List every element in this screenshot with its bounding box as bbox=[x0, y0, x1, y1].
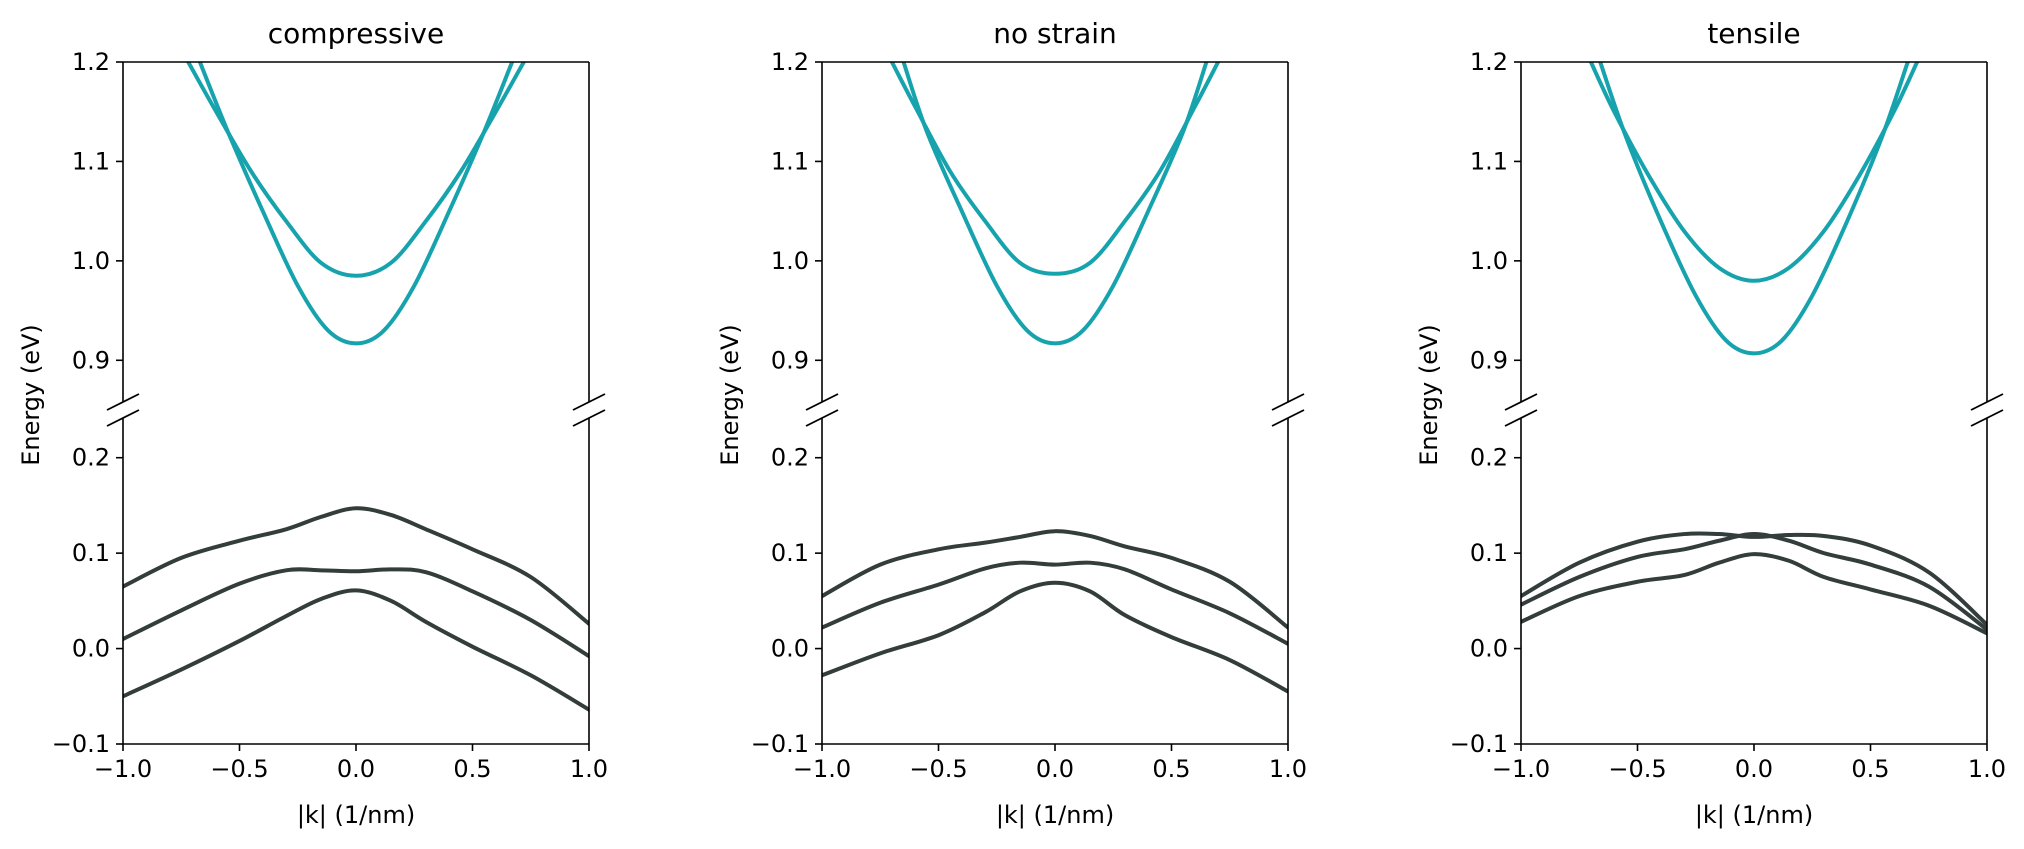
xtick-label: 0.0 bbox=[1735, 755, 1773, 783]
valence-band-line-2 bbox=[123, 588, 589, 712]
valence-band-group bbox=[822, 529, 1288, 694]
valence-band-line-2 bbox=[1521, 552, 1987, 636]
lower-ytick-label: −0.1 bbox=[1450, 730, 1508, 758]
lower-ytick-label: 0.2 bbox=[771, 444, 809, 472]
upper-ytick-label: 1.1 bbox=[1470, 147, 1508, 175]
xtick-label: −0.5 bbox=[210, 755, 268, 783]
lower-ytick-label: 0.0 bbox=[72, 635, 110, 663]
valence-band-line-1 bbox=[123, 567, 589, 659]
xtick-label: −0.5 bbox=[1608, 755, 1666, 783]
axis-break-mark-1-b bbox=[1271, 409, 1305, 427]
conduction-band-group bbox=[889, 62, 1221, 346]
xtick-label: −0.5 bbox=[909, 755, 967, 783]
lower-ytick-label: 0.1 bbox=[771, 539, 809, 567]
conduction-band-group bbox=[186, 62, 526, 346]
y-axis-label: Energy (eV) bbox=[17, 324, 45, 466]
upper-ytick-label: 1.0 bbox=[72, 247, 110, 275]
axis-break-mark-0-a bbox=[805, 393, 839, 411]
xtick-label: 0.0 bbox=[1036, 755, 1074, 783]
xtick-label: 1.0 bbox=[570, 755, 608, 783]
upper-ytick-label: 1.0 bbox=[771, 247, 809, 275]
panel-title: tensile bbox=[1707, 17, 1800, 50]
xtick-label: 0.5 bbox=[1152, 755, 1190, 783]
upper-ytick-label: 0.9 bbox=[72, 346, 110, 374]
xtick-label: −1.0 bbox=[1492, 755, 1550, 783]
xtick-label: −1.0 bbox=[793, 755, 851, 783]
conduction-band-line-0 bbox=[1588, 62, 1920, 283]
valence-band-line-0 bbox=[822, 529, 1288, 630]
x-axis-label: |k| (1/nm) bbox=[297, 801, 415, 829]
axis-break-mark-1-a bbox=[1970, 393, 2004, 411]
valence-band-line-1 bbox=[1521, 532, 1987, 632]
panel-1: 0.9 1.0 1.1 1.2 −0.1 0.0 0.1 0.2 −1.0 −0.5 0.0 0.5 1… bbox=[716, 17, 1307, 829]
upper-ytick-label: 1.2 bbox=[1470, 48, 1508, 76]
xtick-label: 1.0 bbox=[1269, 755, 1307, 783]
lower-ytick-label: 0.0 bbox=[1470, 635, 1508, 663]
x-axis-label: |k| (1/nm) bbox=[1695, 801, 1813, 829]
panels-group: 0.9 1.0 1.1 1.2 −0.1 0.0 0.1 0.2 −1.0 −0.5 0.0 0.5 1… bbox=[17, 17, 2006, 829]
conduction-band-line-1 bbox=[1598, 62, 1910, 356]
upper-ytick-label: 1.2 bbox=[72, 48, 110, 76]
conduction-band-group bbox=[1588, 62, 1920, 356]
lower-ytick-label: 0.1 bbox=[1470, 539, 1508, 567]
axis-break-mark-1-a bbox=[1271, 393, 1305, 411]
upper-ytick-label: 1.0 bbox=[1470, 247, 1508, 275]
valence-band-group bbox=[1521, 531, 1987, 636]
lower-ytick-label: 0.0 bbox=[771, 635, 809, 663]
axis-break-mark-0-a bbox=[106, 393, 140, 411]
xtick-label: −1.0 bbox=[94, 755, 152, 783]
panel-0: 0.9 1.0 1.1 1.2 −0.1 0.0 0.1 0.2 −1.0 −0.5 0.0 0.5 1… bbox=[17, 17, 608, 829]
conduction-band-line-0 bbox=[889, 62, 1221, 276]
lower-ytick-label: −0.1 bbox=[52, 730, 110, 758]
axis-break-mark-1-b bbox=[1970, 409, 2004, 427]
lower-ytick-label: −0.1 bbox=[751, 730, 809, 758]
xtick-label: 0.5 bbox=[1851, 755, 1889, 783]
upper-ytick-label: 0.9 bbox=[771, 346, 809, 374]
panel-2: 0.9 1.0 1.1 1.2 −0.1 0.0 0.1 0.2 −1.0 −0.5 0.0 0.5 1… bbox=[1415, 17, 2006, 829]
upper-ytick-label: 1.1 bbox=[771, 147, 809, 175]
lower-ytick-label: 0.2 bbox=[72, 444, 110, 472]
conduction-band-line-1 bbox=[197, 62, 515, 346]
axis-break-mark-0-b bbox=[1504, 409, 1538, 427]
axis-break-mark-0-a bbox=[1504, 393, 1538, 411]
xtick-label: 0.5 bbox=[453, 755, 491, 783]
valence-band-line-0 bbox=[123, 506, 589, 626]
xtick-label: 1.0 bbox=[1968, 755, 2006, 783]
axis-break-mark-0-b bbox=[805, 409, 839, 427]
conduction-band-line-1 bbox=[901, 62, 1209, 346]
x-axis-label: |k| (1/nm) bbox=[996, 801, 1114, 829]
lower-ytick-label: 0.2 bbox=[1470, 444, 1508, 472]
lower-ytick-label: 0.1 bbox=[72, 539, 110, 567]
valence-band-line-2 bbox=[822, 580, 1288, 694]
conduction-band-line-0 bbox=[186, 62, 526, 278]
valence-band-group bbox=[123, 506, 589, 712]
y-axis-label: Energy (eV) bbox=[1415, 324, 1443, 466]
axis-break-mark-1-a bbox=[572, 393, 606, 411]
axis-break-mark-1-b bbox=[572, 409, 606, 427]
y-axis-label: Energy (eV) bbox=[716, 324, 744, 466]
panel-title: compressive bbox=[268, 17, 444, 50]
upper-ytick-label: 1.2 bbox=[771, 48, 809, 76]
valence-band-line-0 bbox=[1521, 531, 1987, 627]
valence-band-line-1 bbox=[822, 560, 1288, 646]
panel-title: no strain bbox=[993, 17, 1117, 50]
xtick-label: 0.0 bbox=[337, 755, 375, 783]
upper-ytick-label: 1.1 bbox=[72, 147, 110, 175]
upper-ytick-label: 0.9 bbox=[1470, 346, 1508, 374]
axis-break-mark-0-b bbox=[106, 409, 140, 427]
